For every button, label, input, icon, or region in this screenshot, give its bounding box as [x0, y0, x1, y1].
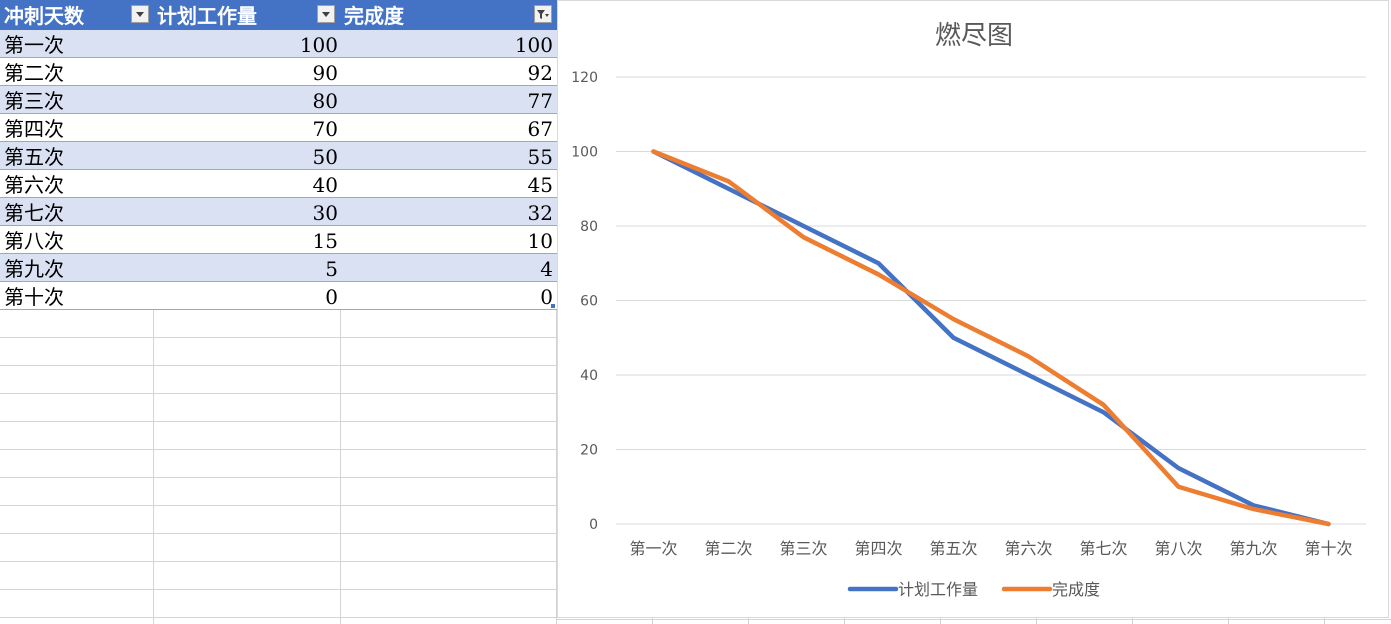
table-row[interactable]: 第十次 0 0	[0, 282, 557, 310]
table-row[interactable]: 第六次 40 45	[0, 170, 557, 198]
legend-label: 计划工作量	[898, 580, 978, 599]
cell-done[interactable]: 4	[540, 257, 553, 281]
table-row[interactable]: 第八次 15 10	[0, 226, 557, 254]
y-tick-label: 120	[571, 70, 598, 86]
cell-done[interactable]: 92	[527, 61, 553, 85]
header-cell-sprint-days[interactable]: 冲刺天数	[0, 0, 153, 30]
table-row[interactable]: 第五次 50 55	[0, 142, 557, 170]
cell-done[interactable]: 55	[527, 145, 553, 169]
cell-sprint[interactable]: 第二次	[4, 61, 64, 85]
cell-planned[interactable]: 70	[312, 117, 338, 141]
header-cell-planned-work[interactable]: 计划工作量	[153, 0, 340, 30]
x-tick-label: 第五次	[929, 539, 977, 558]
legend-label: 完成度	[1052, 580, 1100, 599]
x-tick-label: 第十次	[1304, 539, 1352, 558]
filter-active-button[interactable]	[534, 5, 552, 23]
cell-sprint[interactable]: 第六次	[4, 173, 64, 197]
cell-sprint[interactable]: 第四次	[4, 117, 64, 141]
y-tick-label: 0	[589, 517, 598, 533]
table-row[interactable]: 第二次 90 92	[0, 58, 557, 86]
cell-sprint[interactable]: 第七次	[4, 201, 64, 225]
y-tick-label: 100	[571, 145, 598, 161]
cell-sprint[interactable]: 第八次	[4, 229, 64, 253]
cell-planned[interactable]: 0	[325, 285, 338, 309]
cell-sprint[interactable]: 第五次	[4, 145, 64, 169]
header-label: 完成度	[344, 4, 404, 28]
x-tick-label: 第四次	[854, 539, 902, 558]
chart-canvas: 燃尽图 0 20 40 60 80 100 120 第一次 第二次 第三次 第四次 第五次 第六次 第七次 第…	[571, 21, 1366, 599]
burndown-chart[interactable]: 燃尽图 0 20 40 60 80 100 120 第一次 第二次 第三次 第四次 第五次 第六次 第七次 第…	[557, 0, 1389, 618]
filter-dropdown-button[interactable]	[131, 5, 149, 23]
table-row[interactable]: 第九次 5 4	[0, 254, 557, 282]
cell-sprint[interactable]: 第三次	[4, 89, 64, 113]
cell-sprint[interactable]: 第九次	[4, 257, 64, 281]
chart-title: 燃尽图	[935, 21, 1013, 51]
y-tick-label: 40	[580, 368, 598, 384]
x-tick-label: 第九次	[1229, 539, 1277, 558]
table-row[interactable]: 第三次 80 77	[0, 86, 557, 114]
cell-sprint[interactable]: 第一次	[4, 33, 64, 57]
cell-done[interactable]: 77	[527, 89, 553, 113]
table-header-row: 冲刺天数 计划工作量 完成度	[0, 0, 557, 30]
dropdown-arrow-icon	[136, 12, 144, 17]
filter-dropdown-button[interactable]	[317, 5, 335, 23]
cell-done[interactable]: 45	[527, 173, 553, 197]
header-label: 计划工作量	[157, 4, 257, 28]
cell-planned[interactable]: 30	[312, 201, 338, 225]
cell-planned[interactable]: 50	[312, 145, 338, 169]
x-tick-label: 第二次	[704, 539, 752, 558]
x-tick-label: 第七次	[1079, 539, 1127, 558]
cell-planned[interactable]: 15	[312, 229, 338, 253]
cell-done[interactable]: 0	[540, 285, 553, 309]
y-tick-label: 60	[580, 294, 598, 310]
cell-planned[interactable]: 40	[312, 173, 338, 197]
x-tick-label: 第三次	[779, 539, 827, 558]
cell-done[interactable]: 32	[527, 201, 553, 225]
header-label: 冲刺天数	[4, 4, 84, 28]
y-tick-label: 80	[580, 219, 598, 235]
filter-funnel-icon	[537, 10, 549, 19]
cell-planned[interactable]: 5	[325, 257, 338, 281]
cell-done[interactable]: 100	[514, 33, 553, 57]
y-tick-label: 20	[580, 443, 598, 459]
header-cell-completion[interactable]: 完成度	[340, 0, 557, 30]
x-tick-label: 第六次	[1004, 539, 1052, 558]
cell-planned[interactable]: 80	[312, 89, 338, 113]
table-row[interactable]: 第一次 100 100	[0, 30, 557, 58]
cell-done[interactable]: 67	[527, 117, 553, 141]
x-tick-label: 第一次	[629, 539, 677, 558]
cell-planned[interactable]: 100	[299, 33, 338, 57]
table-row[interactable]: 第七次 30 32	[0, 198, 557, 226]
cell-planned[interactable]: 90	[312, 61, 338, 85]
x-tick-label: 第八次	[1154, 539, 1202, 558]
table-resize-handle[interactable]	[551, 304, 555, 308]
dropdown-arrow-icon	[322, 12, 330, 17]
table-row[interactable]: 第四次 70 67	[0, 114, 557, 142]
cell-sprint[interactable]: 第十次	[4, 285, 64, 309]
series-line-done	[651, 149, 1331, 527]
cell-done[interactable]: 10	[527, 229, 553, 253]
